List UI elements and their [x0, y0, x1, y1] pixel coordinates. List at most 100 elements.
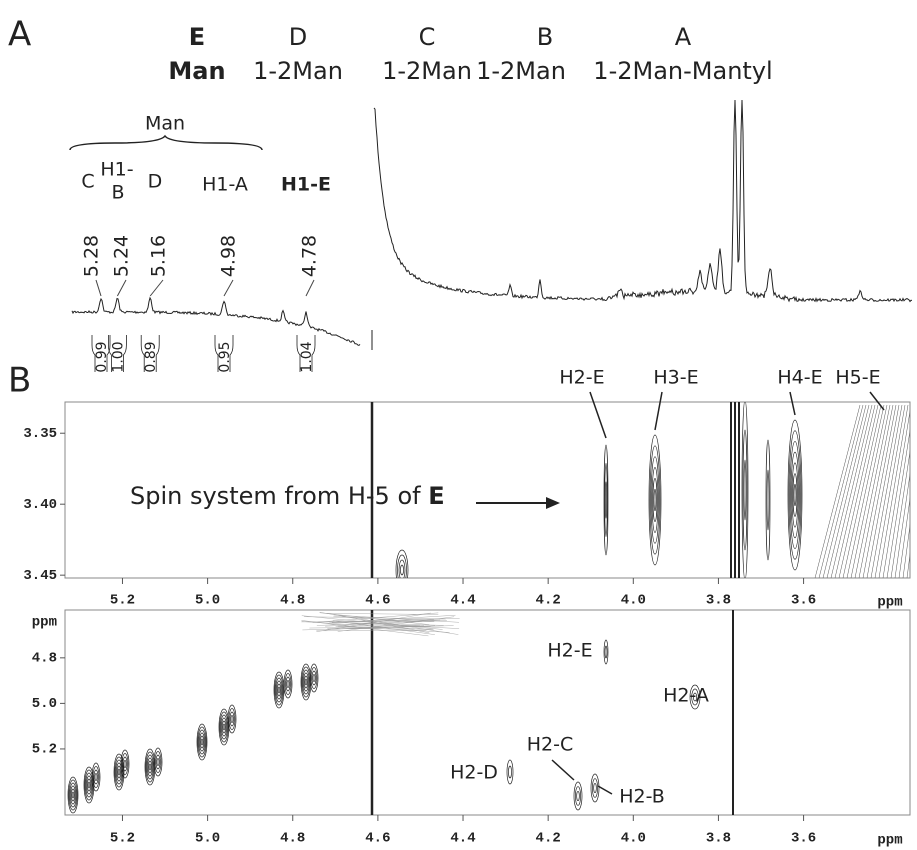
contour — [276, 680, 282, 700]
x-tick-label: 4.8 — [280, 831, 305, 847]
integral-value: 0.99 — [94, 341, 110, 372]
peak-leader — [116, 279, 127, 297]
contour — [221, 720, 227, 734]
contours — [67, 610, 734, 815]
leader — [654, 391, 663, 431]
streak — [862, 404, 897, 578]
y-tick-label: 3.35 — [23, 426, 57, 442]
contour — [743, 459, 747, 521]
contour — [221, 717, 227, 737]
spectrum-trace — [371, 99, 913, 350]
contour — [121, 753, 129, 775]
contour — [741, 402, 749, 578]
contour — [398, 559, 406, 578]
contour — [147, 760, 153, 774]
smear — [309, 626, 431, 629]
contour — [222, 723, 226, 731]
smear — [337, 614, 430, 634]
contour — [277, 686, 281, 694]
smear — [331, 614, 456, 623]
contour — [84, 769, 94, 801]
contour — [94, 773, 98, 781]
contour — [285, 676, 291, 692]
h1-prefix: H1- — [100, 159, 133, 181]
x-tick-label: 5.0 — [195, 831, 220, 847]
residue-name: 1-2Man — [253, 57, 343, 85]
contour — [274, 674, 284, 706]
contour — [652, 477, 658, 523]
contour — [766, 469, 770, 531]
stripe — [730, 402, 732, 578]
peak-shift: 4.98 — [218, 235, 240, 277]
contour — [147, 757, 153, 777]
contour — [154, 751, 162, 773]
contours — [370, 402, 910, 578]
contour — [155, 754, 161, 770]
contour — [603, 639, 609, 665]
smear — [332, 621, 460, 629]
contour — [650, 456, 660, 544]
smear — [301, 615, 443, 630]
smear — [337, 625, 450, 633]
contour — [197, 726, 207, 758]
integral-curve — [296, 335, 316, 372]
stripe — [738, 402, 740, 578]
contour — [148, 763, 152, 771]
streak — [898, 496, 910, 578]
streak — [874, 404, 906, 578]
peak-label: H4-E — [777, 367, 822, 389]
streak — [838, 404, 879, 578]
annotation-text: Spin system from H-5 of — [130, 482, 421, 510]
integral-curve — [108, 335, 127, 372]
x-tick-label: 4.6 — [365, 831, 390, 847]
contour — [123, 760, 127, 768]
leader — [789, 391, 796, 416]
plot-frame — [64, 609, 911, 816]
contour — [145, 751, 155, 783]
streak — [854, 404, 891, 578]
contour — [227, 704, 237, 734]
contour — [395, 549, 409, 578]
contour — [196, 723, 208, 761]
contour — [302, 669, 310, 695]
streak — [834, 404, 876, 578]
contour — [691, 688, 699, 706]
residue-name: 1-2Man-Mantyl — [593, 57, 772, 85]
residue-name: 1-2Man — [476, 57, 566, 85]
contour — [303, 675, 309, 689]
contour — [591, 778, 599, 798]
panel-label: A — [8, 15, 31, 55]
stripe — [370, 610, 374, 815]
contour — [301, 666, 311, 698]
residue-letter: E — [189, 23, 205, 51]
streak — [886, 429, 910, 578]
contour — [284, 673, 292, 695]
x-tick-label: 4.6 — [365, 593, 390, 609]
residue-letter: C — [419, 23, 436, 51]
x-tick-label: 4.4 — [450, 831, 475, 847]
contour — [309, 663, 319, 693]
peak-label: C — [81, 171, 94, 193]
spectrum-trace — [71, 296, 361, 346]
residue-letter: B — [537, 23, 553, 51]
peak-leader — [223, 279, 234, 297]
streak — [846, 404, 885, 578]
contour — [604, 481, 608, 519]
peak-label: B — [111, 182, 124, 204]
integral-value: 1.04 — [299, 341, 315, 372]
y-tick-label: 5.2 — [32, 742, 57, 758]
x-tick-label: 4.2 — [536, 831, 561, 847]
smear — [316, 619, 441, 626]
smear — [319, 612, 459, 635]
contour — [648, 434, 662, 566]
stripe — [734, 402, 736, 578]
streak — [902, 523, 910, 578]
contour — [789, 441, 801, 549]
x-tick-label: 4.4 — [450, 593, 475, 609]
panel-label: B — [8, 361, 31, 401]
x-tick-label: 5.0 — [195, 593, 220, 609]
contour — [276, 683, 282, 697]
contour — [574, 786, 582, 806]
contour — [71, 791, 75, 799]
peak-shift: 4.78 — [299, 235, 321, 277]
